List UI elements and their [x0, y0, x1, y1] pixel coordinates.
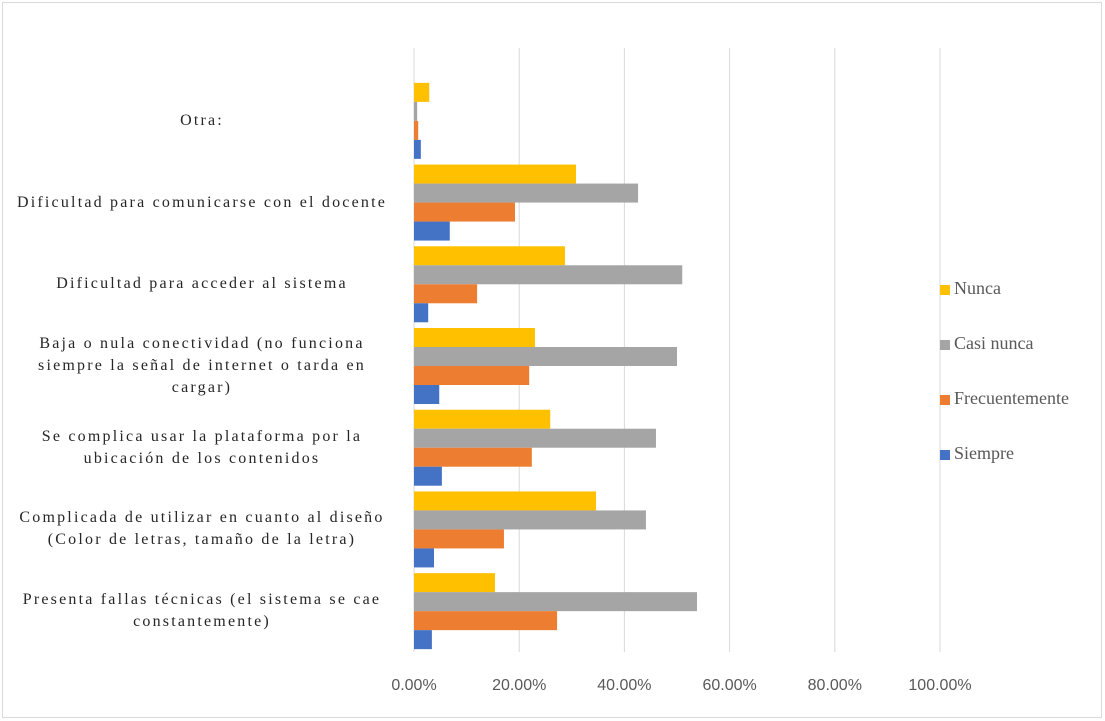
bar	[414, 630, 432, 650]
legend-label: Siempre	[954, 443, 1014, 463]
bar	[414, 466, 442, 486]
bar	[414, 120, 419, 140]
legend-swatch	[940, 450, 950, 460]
legend-label: Casi nunca	[954, 333, 1033, 353]
bar	[414, 428, 656, 448]
bar	[414, 510, 646, 530]
category-label: Dificultad para acceder al sistema	[56, 275, 348, 293]
category-label: Otra:	[180, 111, 224, 129]
legend-label: Frecuentemente	[954, 388, 1069, 408]
bar	[414, 611, 558, 631]
bar	[414, 548, 434, 568]
legend-swatch	[940, 285, 950, 295]
bar	[414, 246, 565, 266]
bar	[414, 284, 478, 304]
bar	[414, 592, 697, 612]
legend-swatch	[940, 340, 950, 350]
bar	[414, 347, 677, 366]
bar	[414, 573, 496, 593]
bar	[414, 183, 639, 203]
x-tick-label: 80.00%	[808, 677, 862, 694]
bar	[414, 491, 596, 511]
category-label: Presenta fallas técnicas (el sistema se …	[22, 591, 382, 631]
x-tick-label: 100.00%	[908, 677, 971, 694]
bar	[414, 139, 421, 159]
x-tick-label: 20.00%	[492, 677, 546, 694]
category-label: Dificultad para comunicarse con el docen…	[16, 193, 388, 211]
legend-swatch	[940, 395, 950, 405]
bar	[414, 328, 535, 347]
bar	[414, 447, 532, 467]
category-label: Complicada de utilizar en cuanto al dise…	[19, 509, 385, 549]
x-tick-label: 0.00%	[391, 677, 436, 694]
bar	[414, 409, 551, 429]
bar	[414, 366, 530, 385]
bar	[414, 529, 504, 549]
bar	[414, 303, 429, 323]
bar	[414, 265, 683, 285]
bar	[414, 202, 515, 222]
bar	[414, 164, 577, 184]
category-label: Se complica usar la plataforma por la ub…	[41, 427, 363, 467]
legend-label: Nunca	[954, 278, 1001, 298]
bar	[414, 82, 430, 102]
x-tick-label: 40.00%	[597, 677, 651, 694]
bar	[414, 385, 440, 404]
bar	[414, 221, 450, 241]
bar	[414, 101, 418, 121]
x-tick-label: 60.00%	[702, 677, 756, 694]
category-label: Baja o nula conectividad (no funciona si…	[38, 335, 366, 396]
